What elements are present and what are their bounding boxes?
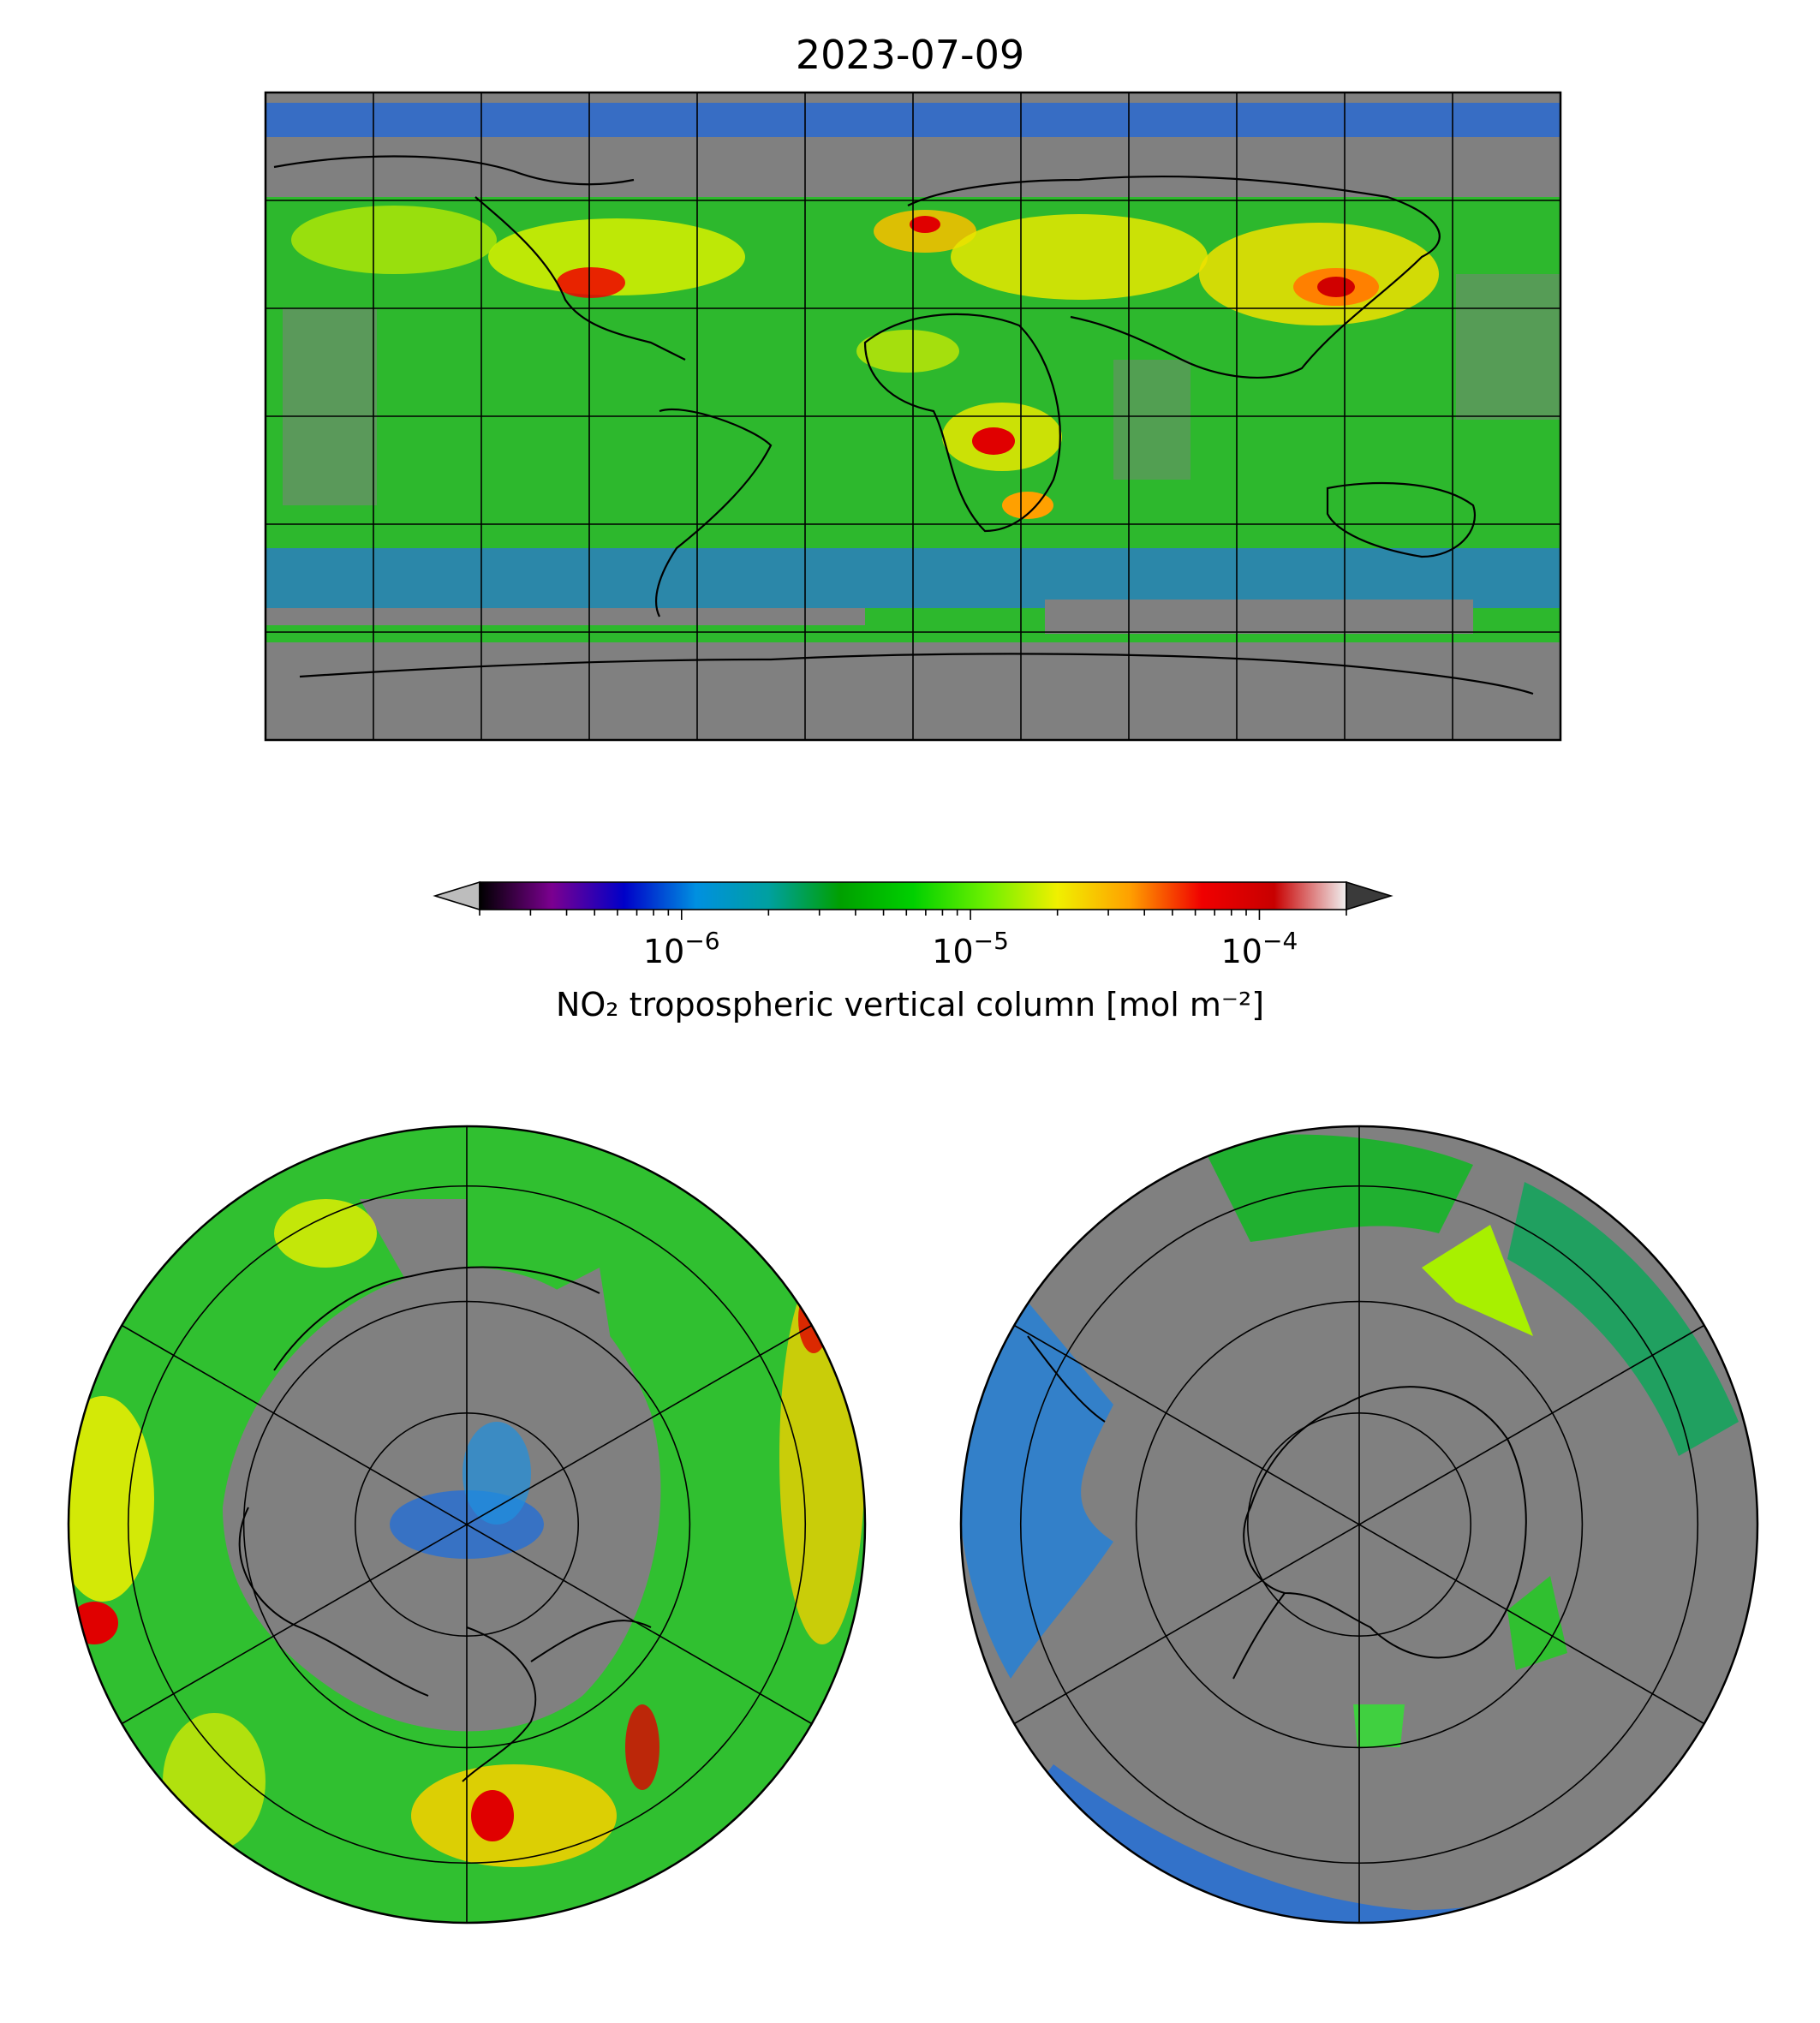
south-graticule <box>1013 1126 1705 1923</box>
colorbar-under-extension <box>433 880 480 911</box>
colorbar-label: NO₂ tropospheric vertical column [mol m⁻… <box>555 986 1265 1023</box>
colorbar-ticks: 10−6 10−5 10−4 <box>479 910 1347 970</box>
south-polar-map <box>959 1125 1759 1925</box>
colorbar-gradient <box>480 882 1346 910</box>
global-map-frame <box>264 91 1562 742</box>
colorbar-tick-label: 10−5 <box>932 927 1009 970</box>
global-coastlines <box>273 155 1534 695</box>
meridian-line <box>1013 1324 1705 1725</box>
colorbar: 10−6 10−5 10−4 <box>433 880 1393 970</box>
south-map-frame <box>959 1125 1759 1925</box>
north-graticule <box>121 1126 813 1923</box>
colorbar-over-extension <box>1346 880 1393 911</box>
north-coastlines <box>238 1266 652 1782</box>
colorbar-frame <box>479 881 1347 910</box>
colorbar-tick-label: 10−6 <box>643 927 720 970</box>
figure-title: 2023-07-09 <box>795 32 1025 78</box>
north-data-field <box>69 1199 865 1867</box>
south-coastlines <box>1027 1335 1527 1680</box>
meridian-line <box>121 1324 813 1725</box>
colorbar-tick-label: 10−4 <box>1221 927 1298 970</box>
north-polar-map <box>67 1125 867 1925</box>
global-graticule <box>266 92 1560 740</box>
north-map-frame <box>67 1125 867 1925</box>
global-map <box>264 91 1562 742</box>
